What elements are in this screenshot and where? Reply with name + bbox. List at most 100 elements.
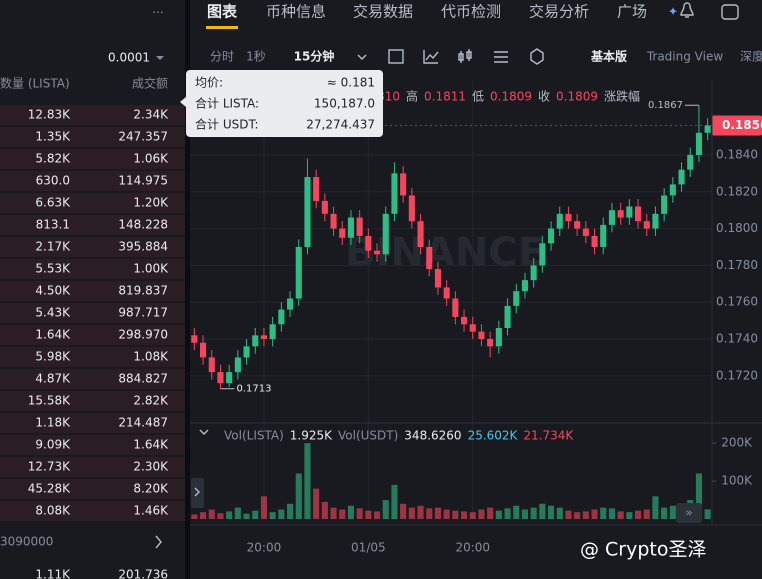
candle-icon[interactable] xyxy=(458,49,472,63)
candle-body xyxy=(313,177,320,201)
layout-icon[interactable] xyxy=(494,51,508,63)
candle-body xyxy=(287,298,294,310)
tab[interactable]: 图表 xyxy=(207,3,238,21)
candle-body xyxy=(339,228,346,238)
column-header: 成交额 xyxy=(132,76,168,91)
info-label: 收 xyxy=(538,90,550,104)
candle-body xyxy=(278,309,285,325)
chevron[interactable] xyxy=(155,535,162,549)
volume-bar xyxy=(443,509,450,519)
volume-bar xyxy=(374,511,381,519)
total: 8.20K xyxy=(133,482,169,496)
tooltip-pointer xyxy=(180,97,186,107)
volume-bar xyxy=(635,510,642,519)
tab[interactable]: 交易数据 xyxy=(353,3,413,21)
collapse-icon[interactable] xyxy=(199,429,209,435)
candle-body xyxy=(200,342,207,358)
depth-bar xyxy=(0,435,185,455)
total: 987.717 xyxy=(118,306,168,320)
candle-body xyxy=(226,372,233,384)
calendar-icon[interactable] xyxy=(388,49,404,64)
depth-bar xyxy=(0,303,185,323)
volume-bar xyxy=(574,512,581,519)
volume-bar xyxy=(504,508,511,519)
interval[interactable]: 1秒 xyxy=(246,50,266,64)
candle-body xyxy=(504,305,511,328)
settings-icon[interactable] xyxy=(530,48,544,65)
volume-bar xyxy=(347,505,354,519)
interval[interactable]: 分时 xyxy=(210,50,234,64)
expand-icon[interactable] xyxy=(721,4,739,20)
scroll-right[interactable] xyxy=(676,503,702,523)
candle-body xyxy=(478,331,485,340)
candle-body xyxy=(408,195,415,222)
depth-bar xyxy=(0,457,185,477)
depth-bar xyxy=(0,259,185,279)
last-price: 0.1856 xyxy=(722,118,762,132)
candle-body xyxy=(269,324,276,340)
candle-body xyxy=(608,210,615,225)
y-tick-label: 0.1720 xyxy=(716,368,758,382)
volume-bar xyxy=(304,443,311,519)
interval[interactable]: 15分钟 xyxy=(294,49,335,64)
bell-icon[interactable] xyxy=(680,2,694,18)
qty: 4.50K xyxy=(35,284,71,298)
interval-dropdown[interactable] xyxy=(357,54,367,60)
candle-body xyxy=(243,346,250,358)
view-mode[interactable]: 基本版 xyxy=(590,49,627,64)
max-label: 0.1867 xyxy=(648,100,683,111)
volume-bar xyxy=(287,503,294,519)
volume-legend: 1.925K xyxy=(290,429,333,443)
volume-bar xyxy=(260,496,267,519)
candle-body xyxy=(539,243,546,266)
tab[interactable]: 交易分析 xyxy=(529,3,589,21)
tooltip-box xyxy=(186,70,383,137)
candle-body xyxy=(356,217,363,236)
y-tick-label: 200K xyxy=(721,436,753,450)
indicator-icon[interactable] xyxy=(423,50,439,64)
depth-bar xyxy=(0,171,185,191)
volume-bar xyxy=(530,507,537,519)
depth-bar xyxy=(0,193,185,213)
volume-bar xyxy=(313,488,320,519)
candle-body xyxy=(495,327,502,347)
volume-bar xyxy=(191,514,198,519)
precision-select[interactable]: 0.0001 xyxy=(108,51,150,65)
candle-body xyxy=(556,213,563,229)
total: 819.837 xyxy=(118,284,168,298)
tab[interactable]: 币种信息 xyxy=(266,3,326,21)
candle-body xyxy=(678,169,685,185)
view-mode[interactable]: Trading View xyxy=(646,50,724,64)
tab[interactable]: 广场 xyxy=(617,3,647,21)
mid-price: 3090000 xyxy=(0,535,53,549)
candle-body xyxy=(669,184,676,196)
sparkle-icon: ✦ xyxy=(668,5,678,19)
volume-bar xyxy=(669,505,676,519)
candle-body xyxy=(600,224,607,247)
tab[interactable]: 代币检测 xyxy=(441,3,501,21)
candle-body xyxy=(461,316,468,325)
candle-body xyxy=(417,221,424,247)
depth-bar xyxy=(0,127,185,147)
candle-body xyxy=(426,246,433,270)
view-mode[interactable]: 深度 xyxy=(740,49,762,64)
x-tick-label: 20:00 xyxy=(247,541,282,555)
total: 1.64K xyxy=(133,438,169,452)
volume-bar xyxy=(469,512,476,519)
candle-body xyxy=(365,235,372,251)
candle-body xyxy=(217,372,224,384)
active-tab-underline xyxy=(206,26,238,29)
more-button[interactable]: ··· xyxy=(152,6,163,20)
total: 247.357 xyxy=(118,130,168,144)
top-tabs: ✦ xyxy=(206,2,739,29)
qty: 1.35K xyxy=(35,130,71,144)
dropdown-arrow xyxy=(156,56,164,60)
volume-bar xyxy=(452,510,459,519)
candle-body xyxy=(591,235,598,247)
y-tick-label: 0.1840 xyxy=(716,147,758,161)
candle-body xyxy=(513,291,520,306)
volume-bar xyxy=(461,511,468,519)
volume-bar xyxy=(521,509,528,519)
candle-body xyxy=(661,195,668,214)
volume-bar xyxy=(400,503,407,519)
